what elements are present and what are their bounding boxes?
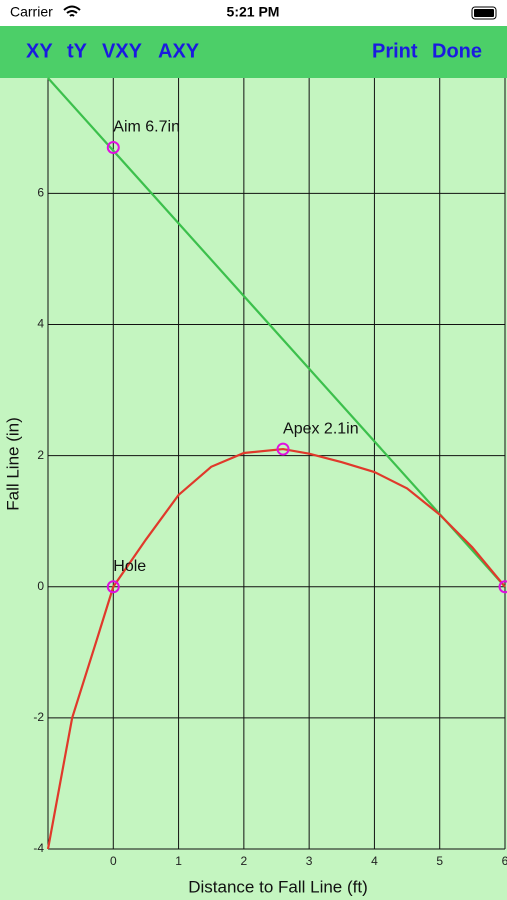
clock: 5:21 PM	[227, 4, 280, 20]
x-tick-label: 2	[241, 854, 248, 868]
carrier: Carrier	[10, 4, 53, 20]
marker	[106, 140, 120, 154]
x-axis-title: Distance to Fall Line (ft)	[188, 877, 368, 896]
toolbar-buttons: XY tY VXY AXY Print Done	[26, 40, 482, 62]
x-tick-label: 1	[175, 854, 182, 868]
x-tick-label: 5	[436, 854, 443, 868]
toolbar-button[interactable]: tY	[67, 40, 88, 62]
marker	[498, 580, 507, 594]
toolbar-button[interactable]: XY	[26, 40, 53, 62]
y-tick-label: 4	[37, 317, 44, 331]
curve	[46, 447, 506, 850]
toolbar	[0, 26, 507, 78]
curve	[47, 77, 506, 588]
x-tick-label: 4	[371, 854, 378, 868]
battery-icon	[471, 6, 497, 20]
y-tick-label: 6	[37, 186, 44, 200]
annotation: Hole	[113, 558, 146, 575]
toolbar-button[interactable]: AXY	[158, 40, 200, 62]
plot: 0 1 2 3 4 5 6 -4 -2 0 2 4 6 Distance to Fall Line (ft…	[3, 77, 507, 896]
x-tick-label: 6	[502, 854, 507, 868]
y-axis-title: Fall Line (in)	[3, 417, 22, 511]
battery-level	[474, 9, 494, 17]
toolbar-button[interactable]: Done	[432, 40, 482, 62]
status-bar	[0, 0, 507, 26]
toolbar-button[interactable]: VXY	[102, 40, 143, 62]
y-tick-label: -4	[33, 841, 44, 855]
marker	[106, 580, 120, 594]
y-tick-label: -2	[33, 710, 44, 724]
x-tick-label: 0	[110, 854, 117, 868]
wifi-icon	[63, 5, 81, 17]
y-tick-label: 2	[37, 448, 44, 462]
toolbar-button[interactable]: Print	[372, 40, 418, 62]
x-tick-label: 3	[306, 854, 313, 868]
annotation: Aim 6.7in	[113, 119, 180, 136]
marker	[276, 442, 290, 456]
y-tick-label: 0	[37, 579, 44, 593]
annotation: Apex 2.1in	[283, 420, 359, 437]
